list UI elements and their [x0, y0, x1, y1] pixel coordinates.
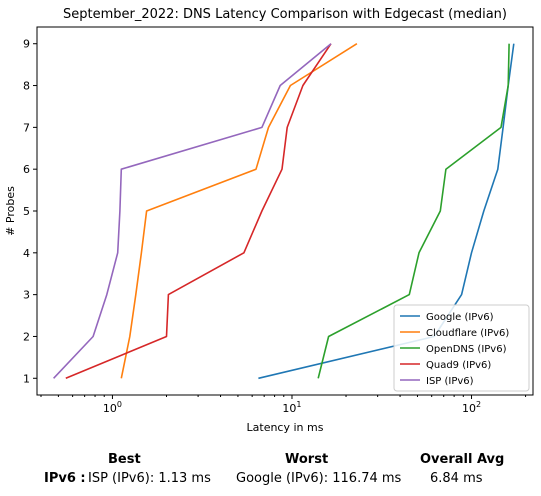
legend-label: Quad9 (IPv6)	[426, 360, 491, 371]
y-tick-label: 9	[23, 38, 30, 51]
series-line	[121, 44, 357, 379]
avg-value: 6.84 ms	[430, 471, 483, 486]
y-axis: 1 2 3 4 5 6 7 8 9	[23, 38, 37, 386]
series-line	[54, 44, 331, 379]
legend: Google (IPv6) Cloudflare (IPv6) OpenDNS (I…	[394, 305, 529, 391]
worst-value: Google (IPv6): 116.74 ms	[236, 471, 401, 486]
y-tick-label: 1	[23, 372, 30, 385]
y-axis-label: # Probes	[4, 186, 17, 236]
x-axis-label: Latency in ms	[247, 421, 324, 434]
chart: September_2022: DNS Latency Comparison w…	[0, 0, 541, 440]
legend-label: OpenDNS (IPv6)	[426, 344, 507, 355]
legend-label: Cloudflare (IPv6)	[426, 328, 509, 339]
avg-header: Overall Avg	[420, 452, 504, 467]
y-tick-label: 4	[23, 247, 30, 260]
y-tick-label: 6	[23, 163, 30, 176]
x-tick-label: 102	[462, 400, 481, 415]
y-tick-label: 5	[23, 205, 30, 218]
legend-label: ISP (IPv6)	[426, 376, 474, 387]
x-axis: 100 101 102	[41, 395, 526, 415]
y-tick-label: 7	[23, 121, 30, 134]
y-tick-label: 3	[23, 289, 30, 302]
chart-title: September_2022: DNS Latency Comparison w…	[63, 7, 507, 22]
legend-label: Google (IPv6)	[426, 312, 494, 323]
best-value: ISP (IPv6): 1.13 ms	[88, 471, 211, 486]
y-tick-label: 8	[23, 80, 30, 93]
y-tick-label: 2	[23, 330, 30, 343]
x-tick-label: 101	[282, 400, 301, 415]
x-tick-label: 100	[103, 400, 122, 415]
series-line	[66, 44, 331, 379]
best-header: Best	[108, 452, 141, 467]
worst-header: Worst	[285, 452, 328, 467]
row-label: IPv6 :	[44, 471, 86, 486]
